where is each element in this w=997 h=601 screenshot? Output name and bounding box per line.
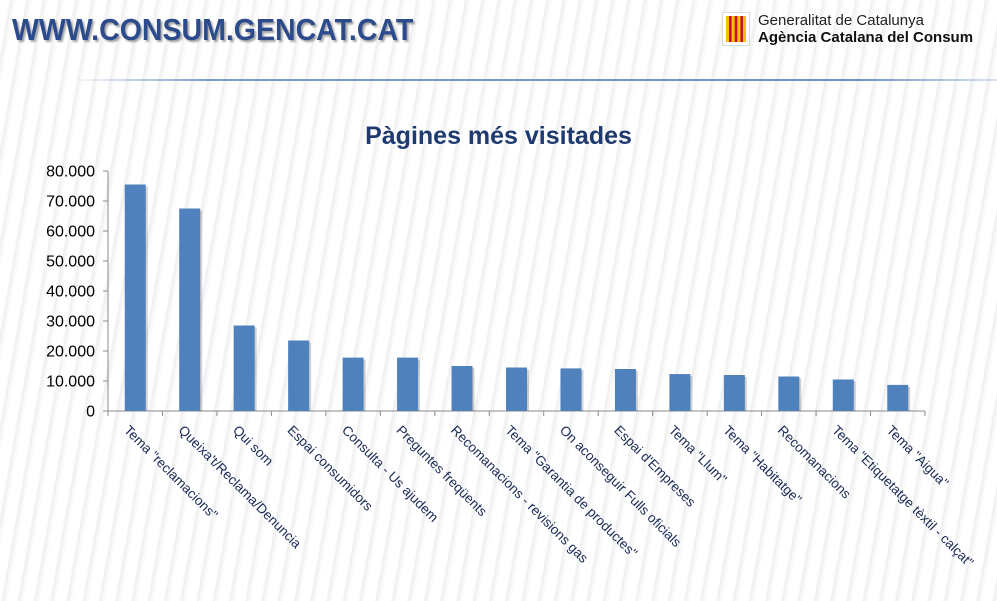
bar (179, 208, 201, 411)
header-divider (70, 79, 997, 81)
bar (506, 367, 527, 411)
x-category-label: Tema "reclamacions" (121, 423, 221, 523)
logo-line-2: Agència Catalana del Consum (758, 29, 974, 46)
x-category-label: Preguntes freqüents (393, 423, 490, 520)
y-tick-label: 60.000 (46, 224, 95, 241)
site-title[interactable]: WWW.CONSUM.GENCAT.CAT (12, 12, 414, 47)
y-axis-labels: 0 10.000 20.000 30.000 40.000 50.000 60.000 70.… (46, 164, 95, 421)
y-tick-label: 10.000 (46, 374, 95, 391)
y-tick-label: 80.000 (46, 164, 95, 181)
bar (614, 369, 636, 411)
chart-bars (124, 184, 911, 411)
x-category-label: Qui som (230, 423, 276, 469)
bar (560, 368, 582, 411)
bar (778, 376, 800, 411)
bar (233, 325, 255, 411)
bar (669, 374, 691, 411)
y-tick-label: 20.000 (46, 344, 95, 361)
senyera-logo-icon (722, 12, 750, 46)
bar (832, 379, 854, 411)
y-tick-label: 0 (86, 404, 95, 421)
y-tick-label: 70.000 (46, 194, 95, 211)
bar (887, 384, 909, 411)
x-category-label: Consulta - Us ajudem (339, 423, 441, 525)
bar (124, 184, 146, 411)
bar (397, 357, 419, 411)
bar (342, 357, 364, 411)
bar (723, 375, 745, 411)
y-tick-label: 30.000 (46, 314, 95, 331)
y-tick-label: 50.000 (46, 254, 95, 271)
x-axis-labels: Tema "reclamacions"Queixa't/Reclama/Denu… (121, 423, 977, 571)
chart-title: Pàgines més visitades (365, 122, 632, 150)
bar (451, 366, 473, 411)
y-tick-label: 40.000 (46, 284, 95, 301)
bar (288, 340, 310, 411)
generalitat-logo: Generalitat de Catalunya Agència Catalan… (722, 12, 997, 48)
logo-line-1: Generalitat de Catalunya (758, 12, 924, 29)
